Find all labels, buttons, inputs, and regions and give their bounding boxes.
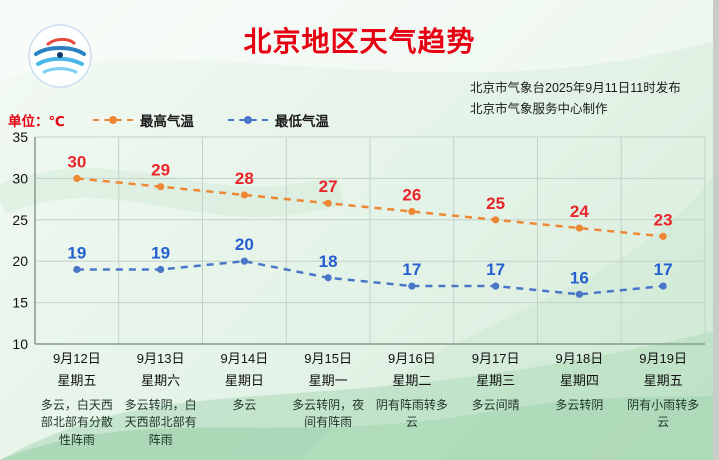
low-temp-value-label: 19	[67, 243, 86, 262]
high-temp-value-label: 24	[570, 202, 589, 221]
date-label: 9月12日	[53, 351, 101, 366]
y-tick-label: 35	[12, 129, 28, 145]
low-temp-value-label: 16	[570, 268, 589, 287]
weekday-label: 星期一	[308, 373, 348, 388]
high-temp-point	[157, 183, 165, 191]
legend-dot	[108, 116, 117, 124]
low-temp-line	[76, 259, 664, 296]
low-temp-value-label: 19	[151, 243, 170, 262]
legend-line-sample	[92, 116, 133, 124]
y-tick-label: 25	[12, 212, 28, 228]
y-tick-label: 10	[12, 336, 28, 352]
high-temp-point	[73, 174, 81, 182]
high-temp-value-label: 29	[151, 161, 170, 180]
y-tick-label: 20	[12, 253, 28, 269]
high-temp-point	[408, 207, 416, 216]
low-temp-point	[575, 290, 583, 298]
day-column: 9月13日星期六多云转阴，白天西部北部有阵雨	[119, 348, 203, 449]
temperature-chart: 35 30 25 20 15 10 30 29 28 27 26 25 24 23 19 19 20 18 17 17…	[12, 129, 706, 352]
unit-label: 单位：℃	[8, 114, 65, 129]
high-temp-point	[659, 232, 667, 240]
date-label: 9月14日	[220, 351, 269, 366]
high-temp-value-label: 26	[402, 186, 421, 205]
low-temp-value-label: 17	[654, 260, 673, 279]
weekday-label: 星期四	[559, 373, 599, 388]
low-temp-value-label: 17	[402, 260, 421, 279]
y-tick-label: 15	[12, 295, 28, 311]
low-temp-value-label: 20	[235, 235, 254, 254]
low-temp-point	[659, 282, 667, 290]
high-temp-point	[575, 224, 583, 232]
weekday-label: 星期三	[476, 373, 516, 388]
window-edge	[713, 0, 719, 460]
page-title: 北京地区天气趋势	[243, 26, 476, 57]
low-temp-point	[408, 282, 416, 290]
weekday-label: 星期五	[57, 373, 97, 388]
publisher-info: 北京市气象台2025年9月11日11时发布 北京市气象服务中心制作	[470, 78, 681, 119]
weekday-label: 星期二	[392, 373, 432, 388]
day-column: 9月16日星期二阴有阵雨转多云	[370, 348, 454, 449]
weather-description: 多云转阴，白天西部北部有阵雨	[124, 398, 197, 447]
date-label: 9月18日	[555, 351, 604, 366]
date-label: 9月15日	[304, 351, 352, 366]
legend-dot	[243, 116, 252, 124]
weekday-label: 星期六	[141, 373, 181, 388]
low-temp-point	[240, 257, 248, 265]
low-temp-point	[157, 265, 165, 274]
met-office-logo-art	[28, 24, 92, 88]
weather-description: 多云间晴	[471, 398, 520, 412]
high-temp-point	[324, 199, 332, 207]
low-temp-value-label: 17	[486, 260, 505, 279]
weekday-label: 星期五	[643, 373, 683, 388]
high-temp-value-label: 27	[319, 177, 338, 196]
low-temp-value-label: 18	[319, 252, 338, 271]
date-label: 9月17日	[471, 351, 520, 366]
weather-description: 阴有阵雨转多云	[375, 398, 448, 430]
high-temp-point	[492, 216, 500, 224]
weather-description: 多云转阴，夜间有阵雨	[292, 398, 365, 430]
legend-item-low-temp: 最低气温	[227, 110, 329, 130]
date-label: 9月19日	[639, 351, 687, 366]
legend-label: 最高气温	[139, 114, 194, 129]
low-temp-point	[324, 274, 332, 282]
weather-description: 阴有小雨转多云	[627, 398, 700, 430]
y-tick-label: 30	[12, 170, 28, 186]
low-temp-point	[492, 282, 500, 290]
weather-description: 多云	[232, 398, 257, 412]
day-column: 9月19日星期五阴有小雨转多云	[621, 348, 705, 449]
day-column: 9月18日星期四多云转阴	[538, 348, 622, 449]
low-temp-point	[73, 265, 81, 274]
day-column: 9月15日星期一多云转阴，夜间有阵雨	[286, 348, 370, 449]
legend-line-sample	[227, 116, 268, 124]
legend-row: 单位：℃ 最高气温 最低气温	[8, 110, 329, 130]
date-label: 9月16日	[388, 351, 436, 366]
weather-description: 多云，白天西部北部有分散性阵雨	[40, 398, 113, 447]
publisher-line2: 北京市气象服务中心制作	[470, 101, 608, 116]
high-temp-value-label: 25	[486, 194, 505, 213]
day-column: 9月14日星期日多云	[203, 348, 287, 449]
weather-description: 多云转阴	[555, 398, 604, 412]
publisher-line1: 北京市气象台2025年9月11日11时发布	[470, 81, 681, 95]
chart-legend: 最高气温 最低气温	[92, 110, 329, 130]
legend-item-high-temp: 最高气温	[92, 110, 194, 130]
weekday-label: 星期日	[224, 373, 264, 388]
legend-label: 最低气温	[274, 114, 329, 129]
day-column: 9月12日星期五多云，白天西部北部有分散性阵雨	[35, 348, 119, 449]
met-office-logo	[28, 24, 92, 88]
date-label: 9月13日	[136, 351, 185, 366]
day-column: 9月17日星期三多云间晴	[454, 348, 538, 449]
high-temp-value-label: 28	[235, 169, 254, 188]
x-axis-labels: 9月12日 星期五 多云，白天西部北部有分散性阵雨 9月13日 星期六 多云转阴，白天西部…	[35, 348, 705, 449]
high-temp-value-label: 30	[67, 152, 86, 171]
high-temp-point	[240, 191, 248, 199]
high-temp-value-label: 23	[654, 210, 673, 229]
